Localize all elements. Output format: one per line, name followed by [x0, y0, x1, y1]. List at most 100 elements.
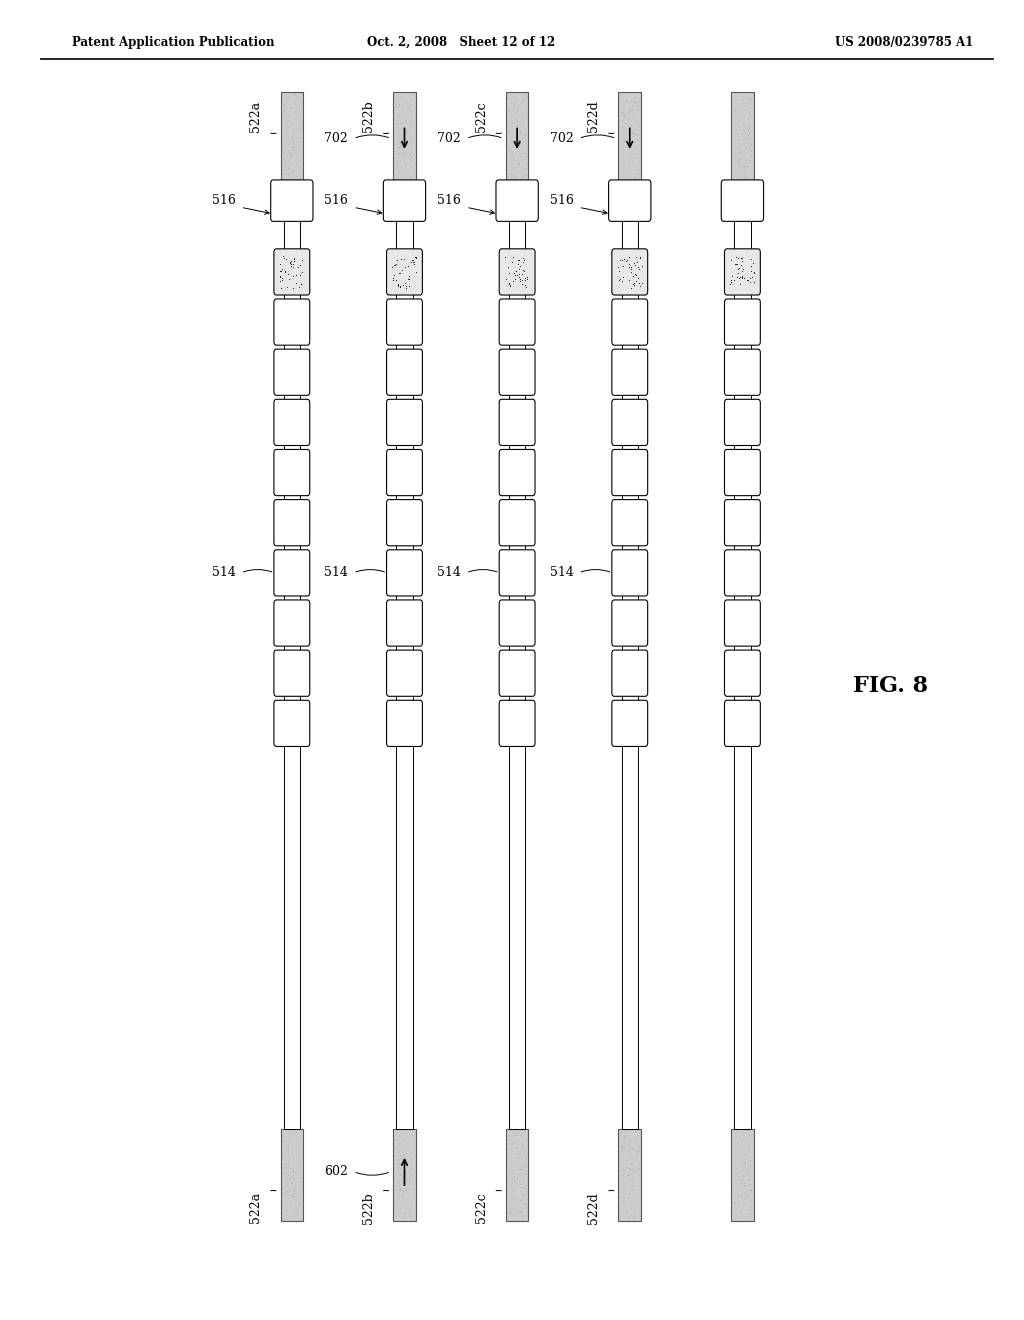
Point: [614, 1185, 631, 1206]
Point: [403, 170, 420, 191]
Point: [736, 1185, 753, 1206]
FancyBboxPatch shape: [612, 549, 648, 597]
Text: 702: 702: [325, 132, 348, 145]
Point: [626, 166, 642, 187]
Point: [398, 277, 415, 298]
Point: [285, 253, 301, 275]
Point: [390, 1130, 407, 1151]
Point: [390, 99, 407, 120]
Point: [623, 1131, 639, 1152]
Point: [288, 99, 304, 120]
Point: [391, 131, 408, 152]
Point: [737, 132, 754, 153]
Point: [508, 133, 524, 154]
Point: [389, 112, 406, 133]
Point: [406, 112, 422, 133]
Point: [286, 1185, 302, 1206]
FancyBboxPatch shape: [725, 651, 760, 697]
Point: [508, 108, 524, 129]
Point: [623, 106, 639, 127]
Point: [401, 269, 418, 290]
Point: [631, 1151, 647, 1172]
Point: [628, 124, 644, 145]
Point: [727, 253, 743, 275]
Point: [736, 1156, 753, 1177]
Point: [736, 133, 753, 154]
Bar: [509, 492, 525, 503]
Point: [406, 1173, 422, 1195]
Point: [276, 99, 293, 120]
Point: [614, 1164, 631, 1185]
Point: [289, 1199, 305, 1220]
Point: [731, 137, 748, 158]
Point: [282, 96, 298, 117]
Point: [742, 248, 759, 269]
Point: [292, 86, 308, 107]
Point: [279, 277, 295, 298]
Point: [722, 273, 738, 294]
Point: [286, 1164, 302, 1185]
Point: [282, 164, 298, 185]
Point: [512, 145, 528, 166]
Point: [517, 1163, 534, 1184]
Point: [506, 263, 522, 284]
Point: [618, 1122, 635, 1143]
Point: [514, 1137, 530, 1158]
Point: [280, 145, 296, 166]
Point: [391, 94, 408, 115]
Point: [389, 1154, 406, 1175]
Point: [629, 252, 645, 273]
Point: [518, 1175, 535, 1196]
Point: [391, 1197, 408, 1218]
Point: [733, 255, 750, 276]
Point: [398, 1180, 415, 1201]
Point: [509, 1163, 525, 1184]
Point: [514, 1158, 530, 1179]
Point: [276, 162, 293, 183]
Point: [615, 95, 632, 116]
Text: Patent Application Publication: Patent Application Publication: [72, 36, 274, 49]
Point: [395, 124, 412, 145]
Point: [512, 1138, 528, 1159]
Point: [630, 144, 646, 165]
Point: [514, 1184, 530, 1205]
Point: [276, 1154, 293, 1175]
Point: [616, 104, 633, 125]
Point: [609, 256, 626, 277]
FancyBboxPatch shape: [273, 701, 309, 747]
Point: [629, 164, 645, 185]
Point: [400, 1201, 417, 1222]
Point: [733, 148, 750, 169]
Point: [508, 100, 524, 121]
Point: [735, 119, 752, 140]
Point: [729, 125, 745, 147]
Point: [398, 121, 415, 143]
Point: [740, 1162, 757, 1183]
Point: [742, 268, 759, 289]
Point: [280, 1135, 296, 1156]
Point: [279, 152, 295, 173]
Point: [728, 1205, 744, 1226]
Point: [735, 154, 752, 176]
Point: [742, 87, 759, 108]
Point: [280, 164, 296, 185]
Point: [502, 275, 518, 296]
Point: [612, 1127, 629, 1148]
Point: [512, 1189, 528, 1210]
Point: [517, 123, 534, 144]
Point: [512, 1159, 528, 1180]
Point: [629, 1183, 645, 1204]
Point: [741, 1179, 758, 1200]
Point: [502, 148, 518, 169]
Point: [517, 153, 534, 174]
Point: [623, 1152, 639, 1173]
Point: [516, 267, 532, 288]
Point: [292, 1185, 308, 1206]
Point: [285, 1168, 301, 1189]
Bar: [393, 1129, 416, 1221]
Point: [282, 252, 298, 273]
Point: [728, 1158, 744, 1179]
Point: [282, 115, 298, 136]
Point: [389, 1156, 406, 1177]
Point: [395, 1167, 412, 1188]
